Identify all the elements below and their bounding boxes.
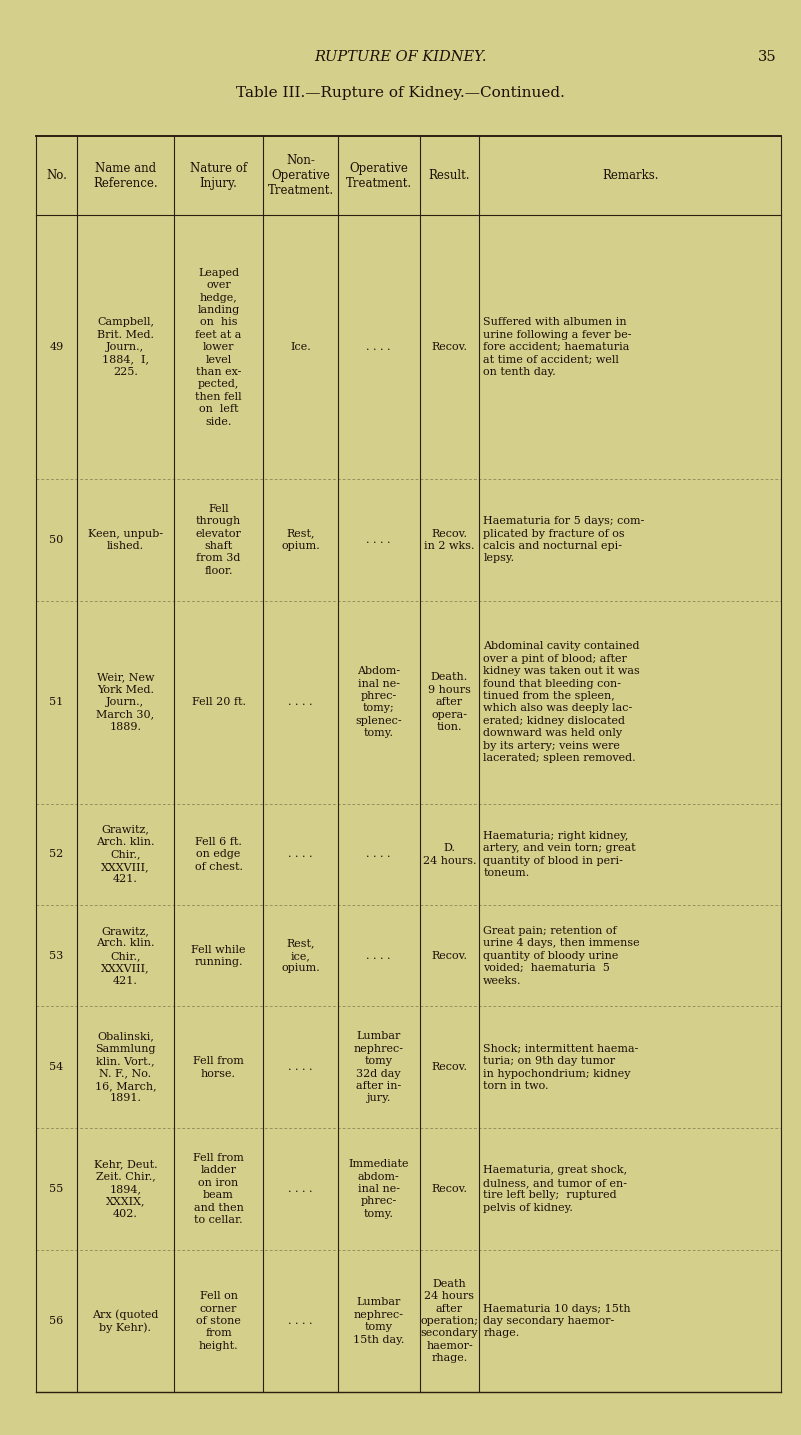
Text: 51: 51	[50, 697, 63, 707]
Text: RUPTURE OF KIDNEY.: RUPTURE OF KIDNEY.	[314, 50, 487, 65]
Text: Recov.: Recov.	[432, 1062, 468, 1072]
Text: Haematuria 10 days; 15th
day secondary haemor-
rhage.: Haematuria 10 days; 15th day secondary h…	[483, 1303, 631, 1339]
Text: Recov.: Recov.	[432, 342, 468, 352]
Text: 53: 53	[50, 951, 63, 961]
Text: Rest,
ice,
opium.: Rest, ice, opium.	[281, 938, 320, 973]
Text: . . . .: . . . .	[288, 697, 312, 707]
Text: . . . .: . . . .	[288, 1316, 312, 1326]
Text: Arx (quoted
by Kehr).: Arx (quoted by Kehr).	[92, 1309, 159, 1333]
Text: Death.
9 hours
after
opera-
tion.: Death. 9 hours after opera- tion.	[428, 673, 471, 732]
Text: Ice.: Ice.	[290, 342, 311, 352]
Text: Keen, unpub-
lished.: Keen, unpub- lished.	[88, 528, 163, 551]
Text: Weir, New
York Med.
Journ.,
March 30,
1889.: Weir, New York Med. Journ., March 30, 18…	[96, 673, 155, 732]
Text: 54: 54	[50, 1062, 63, 1072]
Text: Recov.: Recov.	[432, 951, 468, 961]
Text: 35: 35	[759, 50, 777, 65]
Text: . . . .: . . . .	[367, 951, 391, 961]
Text: . . . .: . . . .	[288, 1184, 312, 1194]
Text: Obalinski,
Sammlung
klin. Vort.,
N. F., No.
16, March,
1891.: Obalinski, Sammlung klin. Vort., N. F., …	[95, 1032, 156, 1104]
Text: Great pain; retention of
urine 4 days, then immense
quantity of bloody urine
voi: Great pain; retention of urine 4 days, t…	[483, 926, 640, 986]
Text: Fell 20 ft.: Fell 20 ft.	[191, 697, 246, 707]
Text: 56: 56	[50, 1316, 63, 1326]
Text: . . . .: . . . .	[367, 535, 391, 545]
Text: Rest,
opium.: Rest, opium.	[281, 528, 320, 551]
Text: . . . .: . . . .	[367, 850, 391, 860]
Text: Lumbar
nephrec-
tomy
15th day.: Lumbar nephrec- tomy 15th day.	[353, 1297, 405, 1345]
Text: Kehr, Deut.
Zeit. Chir.,
1894,
XXXIX,
402.: Kehr, Deut. Zeit. Chir., 1894, XXXIX, 40…	[94, 1159, 157, 1218]
Text: Result.: Result.	[429, 169, 470, 182]
Text: Grawitz,
Arch. klin.
Chir.,
XXXVIII,
421.: Grawitz, Arch. klin. Chir., XXXVIII, 421…	[96, 825, 155, 884]
Text: D.
24 hours.: D. 24 hours.	[423, 844, 477, 865]
Text: 52: 52	[50, 850, 63, 860]
Text: Abdominal cavity contained
over a pint of blood; after
kidney was taken out it w: Abdominal cavity contained over a pint o…	[483, 641, 640, 763]
Text: Haematuria, great shock,
dulness, and tumor of en-
tire left belly;  ruptured
pe: Haematuria, great shock, dulness, and tu…	[483, 1165, 627, 1213]
Text: 55: 55	[50, 1184, 63, 1194]
Text: Grawitz,
Arch. klin.
Chir.,
XXXVIII,
421.: Grawitz, Arch. klin. Chir., XXXVIII, 421…	[96, 926, 155, 986]
Text: Fell on
corner
of stone
from
height.: Fell on corner of stone from height.	[196, 1292, 241, 1350]
Text: Fell 6 ft.
on edge
of chest.: Fell 6 ft. on edge of chest.	[195, 837, 243, 871]
Text: Haematuria; right kidney,
artery, and vein torn; great
quantity of blood in peri: Haematuria; right kidney, artery, and ve…	[483, 831, 636, 878]
Text: . . . .: . . . .	[288, 850, 312, 860]
Text: . . . .: . . . .	[288, 1062, 312, 1072]
Text: 49: 49	[50, 342, 63, 352]
Text: Fell
through
elevator
shaft
from 3d
floor.: Fell through elevator shaft from 3d floo…	[195, 504, 241, 575]
Text: . . . .: . . . .	[367, 342, 391, 352]
Text: Immediate
abdom-
inal ne-
phrec-
tomy.: Immediate abdom- inal ne- phrec- tomy.	[348, 1159, 409, 1218]
Text: Fell from
ladder
on iron
beam
and then
to cellar.: Fell from ladder on iron beam and then t…	[193, 1154, 244, 1225]
Text: Remarks.: Remarks.	[602, 169, 658, 182]
Text: Haematuria for 5 days; com-
plicated by fracture of os
calcis and nocturnal epi-: Haematuria for 5 days; com- plicated by …	[483, 517, 645, 564]
Text: No.: No.	[46, 169, 67, 182]
Text: Death
24 hours
after
operation;
secondary
haemor-
rhage.: Death 24 hours after operation; secondar…	[421, 1279, 478, 1363]
Text: Name and
Reference.: Name and Reference.	[93, 162, 158, 189]
Text: 50: 50	[50, 535, 63, 545]
Text: Recov.
in 2 wks.: Recov. in 2 wks.	[425, 528, 475, 551]
Text: Lumbar
nephrec-
tomy
32d day
after in-
jury.: Lumbar nephrec- tomy 32d day after in- j…	[354, 1032, 404, 1104]
Text: Fell from
horse.: Fell from horse.	[193, 1056, 244, 1079]
Text: Table III.—Rupture of Kidney.—Continued.: Table III.—Rupture of Kidney.—Continued.	[236, 86, 565, 100]
Text: Fell while
running.: Fell while running.	[191, 944, 246, 967]
Text: Leaped
over
hedge,
landing
on  his
feet at a
lower
level
than ex-
pected,
then f: Leaped over hedge, landing on his feet a…	[195, 268, 242, 426]
Text: Shock; intermittent haema-
turia; on 9th day tumor
in hypochondrium; kidney
torn: Shock; intermittent haema- turia; on 9th…	[483, 1043, 638, 1091]
Text: Non-
Operative
Treatment.: Non- Operative Treatment.	[268, 155, 333, 197]
Text: Recov.: Recov.	[432, 1184, 468, 1194]
Text: Campbell,
Brit. Med.
Journ.,
1884,  I,
225.: Campbell, Brit. Med. Journ., 1884, I, 22…	[97, 317, 154, 377]
Text: Operative
Treatment.: Operative Treatment.	[346, 162, 412, 189]
Text: Abdom-
inal ne-
phrec-
tomy;
splenec-
tomy.: Abdom- inal ne- phrec- tomy; splenec- to…	[356, 666, 402, 738]
Text: Nature of
Injury.: Nature of Injury.	[190, 162, 248, 189]
Text: Suffered with albumen in
urine following a fever be-
fore accident; haematuria
a: Suffered with albumen in urine following…	[483, 317, 632, 377]
